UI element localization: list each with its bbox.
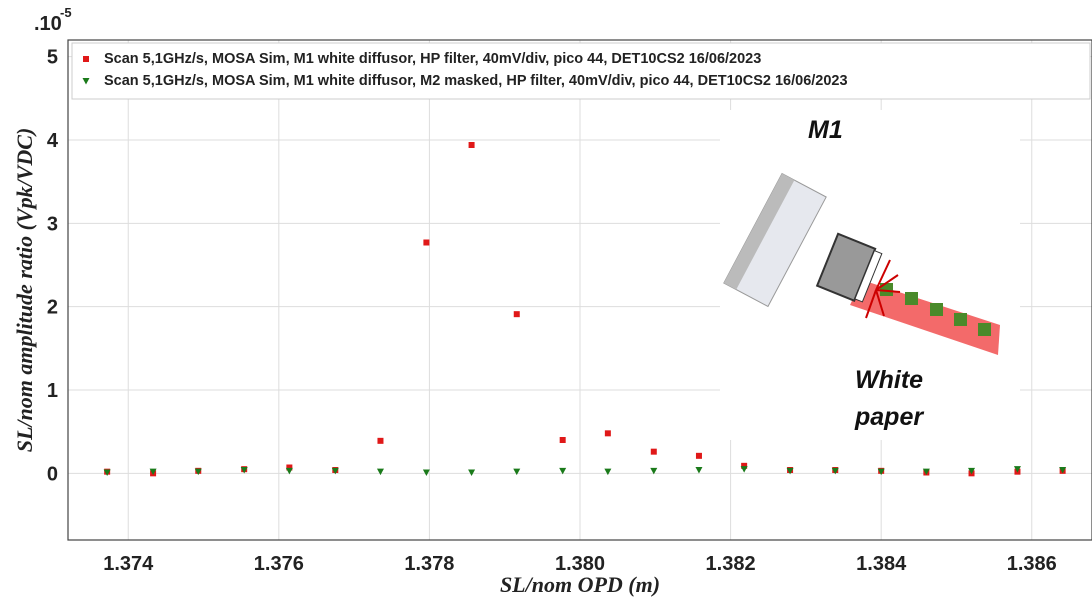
legend-marker [83, 56, 89, 62]
point [377, 437, 384, 444]
point [559, 467, 567, 475]
x-tick-label: 1.378 [404, 553, 454, 575]
annotation: White [855, 366, 923, 394]
point [922, 468, 930, 476]
point [376, 468, 384, 476]
point [741, 462, 748, 469]
annotation: paper [854, 403, 924, 431]
plot-frame [67, 39, 1092, 541]
point [695, 467, 703, 474]
marks [103, 142, 1067, 477]
legend-marker [82, 78, 90, 85]
diffuser [815, 232, 883, 303]
x-tick-label: 1.382 [706, 553, 756, 575]
point [149, 468, 157, 476]
point [513, 311, 520, 318]
point [422, 469, 430, 476]
legend-label: Scan 5,1GHz/s, MOSA Sim, M1 white diffus… [104, 73, 848, 89]
y-tick-label: 0 [47, 463, 58, 485]
point [877, 468, 885, 476]
x-tick-label: 1.386 [1007, 553, 1057, 575]
legend-frame [71, 42, 1091, 100]
point [468, 469, 476, 476]
point [604, 430, 611, 437]
point [604, 468, 612, 476]
point [240, 467, 248, 474]
y-scale-exponent: -5 [60, 5, 72, 20]
y-axis-label: SL/nom amplitude ratio (Vpk/VDC) [12, 128, 37, 453]
y-tick-label: 5 [47, 47, 58, 69]
y-tick-label: 3 [47, 213, 58, 235]
mirror [723, 172, 827, 308]
x-tick-label: 1.376 [254, 553, 304, 575]
x-tick-label: 1.384 [856, 553, 907, 575]
x-tick-label: 1.374 [103, 553, 154, 575]
annotation: M1 [808, 116, 843, 144]
point [103, 469, 111, 476]
point [740, 466, 748, 473]
point [194, 468, 202, 476]
legend-label: Scan 5,1GHz/s, MOSA Sim, M1 white diffus… [104, 51, 761, 67]
point [513, 468, 521, 476]
scatter-arrows [865, 259, 901, 319]
point [650, 467, 658, 475]
point [1013, 466, 1021, 473]
y-scale-label: .10 [34, 13, 62, 35]
point [968, 467, 976, 475]
inset-diagram: M1 White paper [720, 110, 1020, 440]
point [286, 464, 293, 471]
point [786, 467, 794, 475]
point [695, 452, 702, 459]
y-tick-label: 2 [47, 297, 58, 319]
legend: Scan 5,1GHz/s, MOSA Sim, M1 white diffus… [71, 42, 1091, 100]
point [331, 467, 339, 475]
beam [850, 280, 1000, 355]
point [1059, 467, 1067, 474]
point [831, 467, 839, 475]
x-axis-label: SL/nom OPD (m) [500, 572, 660, 597]
point [650, 448, 657, 455]
x-tick-label: 1.380 [555, 553, 605, 575]
y-tick-label: 1 [47, 380, 58, 402]
point [468, 142, 475, 148]
point [285, 467, 293, 475]
point [559, 437, 566, 443]
y-tick-label: 4 [47, 130, 59, 152]
point [423, 239, 430, 246]
